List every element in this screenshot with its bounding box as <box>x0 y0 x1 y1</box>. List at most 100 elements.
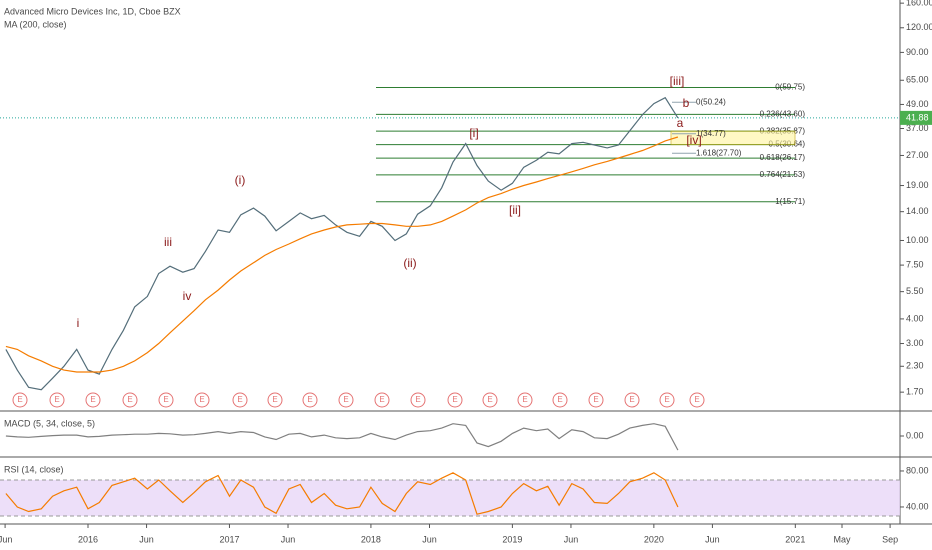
last-price-label: 41.88 <box>906 112 929 122</box>
x-tick-label: 2019 <box>502 534 522 544</box>
ma-legend: MA (200, close) <box>4 19 67 29</box>
earnings-label: E <box>694 395 699 404</box>
x-tick-label: 2021 <box>785 534 805 544</box>
earnings-label: E <box>593 395 598 404</box>
earnings-marker <box>482 392 498 408</box>
x-tick-label: Jun <box>281 534 296 544</box>
earnings-marker <box>517 392 533 408</box>
earnings-marker <box>122 392 138 408</box>
y-tick-label: 120.00 <box>906 22 932 32</box>
x-tick-label: May <box>833 534 851 544</box>
earnings-label: E <box>487 395 492 404</box>
rsi-band <box>0 479 900 516</box>
y-tick-label: 19.00 <box>906 180 929 190</box>
y-tick-label: 3.00 <box>906 338 924 348</box>
series-line <box>5 136 679 373</box>
earnings-label: E <box>17 395 22 404</box>
fib-label: 0(59.75) <box>775 83 805 92</box>
earnings-marker <box>447 392 463 408</box>
earnings-marker <box>689 392 705 408</box>
y-tick-label: 14.00 <box>906 206 929 216</box>
earnings-marker <box>12 392 28 408</box>
x-tick-label: Jun <box>139 534 154 544</box>
fib-extension-label: 0(50.24) <box>696 97 726 106</box>
y-tick-label: 90.00 <box>906 47 929 57</box>
rsi-title: RSI (14, close) <box>4 464 64 474</box>
fib-label: 1(15.71) <box>775 197 805 206</box>
wave-label: [iv] <box>686 133 701 147</box>
x-tick-label: Sep <box>882 534 898 544</box>
wave-label: iii <box>164 235 172 249</box>
y-tick-label: 80.00 <box>906 465 929 475</box>
wave-label: a <box>677 116 684 130</box>
macd-title: MACD (5, 34, close, 5) <box>4 418 95 428</box>
y-tick-label: 49.00 <box>906 99 929 109</box>
earnings-label: E <box>522 395 527 404</box>
y-tick-label: 2.30 <box>906 361 924 371</box>
wave-label: b <box>683 96 690 110</box>
earnings-marker <box>85 392 101 408</box>
earnings-label: E <box>90 395 95 404</box>
y-tick-label: 5.50 <box>906 286 924 296</box>
earnings-label: E <box>307 395 312 404</box>
fib-extension-label: 1.618(27.70) <box>696 148 742 157</box>
earnings-label: E <box>452 395 457 404</box>
earnings-marker <box>232 392 248 408</box>
x-tick-label: 2017 <box>219 534 239 544</box>
earnings-marker <box>194 392 210 408</box>
fib-label: 0.618(26.17) <box>760 153 806 162</box>
x-tick-label: 2016 <box>78 534 98 544</box>
earnings-marker <box>374 392 390 408</box>
y-tick-label: 37.00 <box>906 123 929 133</box>
x-tick-label: Jun <box>705 534 720 544</box>
y-tick-label: 65.00 <box>906 75 929 85</box>
earnings-marker <box>302 392 318 408</box>
wave-label: i <box>77 316 80 330</box>
earnings-marker <box>552 392 568 408</box>
wave-label: [ii] <box>509 203 521 217</box>
earnings-marker <box>158 392 174 408</box>
x-tick-label: 2020 <box>644 534 664 544</box>
series-line <box>5 472 679 515</box>
earnings-label: E <box>557 395 562 404</box>
earnings-marker <box>624 392 640 408</box>
wave-label: (ii) <box>403 256 416 270</box>
y-tick-label: 4.00 <box>906 313 924 323</box>
y-tick-label: 27.00 <box>906 150 929 160</box>
earnings-label: E <box>664 395 669 404</box>
earnings-marker <box>410 392 426 408</box>
y-tick-label: 10.00 <box>906 235 929 245</box>
earnings-label: E <box>272 395 277 404</box>
earnings-label: E <box>199 395 204 404</box>
earnings-marker <box>338 392 354 408</box>
y-tick-label: 40.00 <box>906 501 929 511</box>
earnings-label: E <box>54 395 59 404</box>
x-tick-label: Jun <box>422 534 437 544</box>
chart-title: Advanced Micro Devices Inc, 1D, Cboe BZX <box>4 6 181 16</box>
fib-label: 0.236(43.60) <box>760 110 806 119</box>
series-line <box>5 96 679 391</box>
y-tick-label: 0.00 <box>906 430 924 440</box>
earnings-label: E <box>127 395 132 404</box>
earnings-label: E <box>237 395 242 404</box>
wave-label: (i) <box>235 173 246 187</box>
earnings-marker <box>49 392 65 408</box>
y-tick-label: 7.50 <box>906 259 924 269</box>
fib-zone <box>670 130 796 146</box>
wave-label: [i] <box>469 126 478 140</box>
series-line <box>5 423 679 451</box>
earnings-label: E <box>163 395 168 404</box>
earnings-marker <box>267 392 283 408</box>
x-tick-label: Jun <box>0 534 12 544</box>
earnings-label: E <box>343 395 348 404</box>
last-price-tag <box>900 110 932 125</box>
fib-label: 0.764(21.53) <box>760 170 806 179</box>
wave-label: iv <box>183 289 192 303</box>
x-tick-label: Jun <box>564 534 579 544</box>
y-tick-label: 160.00 <box>906 0 932 8</box>
earnings-label: E <box>415 395 420 404</box>
earnings-label: E <box>379 395 384 404</box>
fib-extension-label: 1(34.77) <box>696 129 726 138</box>
